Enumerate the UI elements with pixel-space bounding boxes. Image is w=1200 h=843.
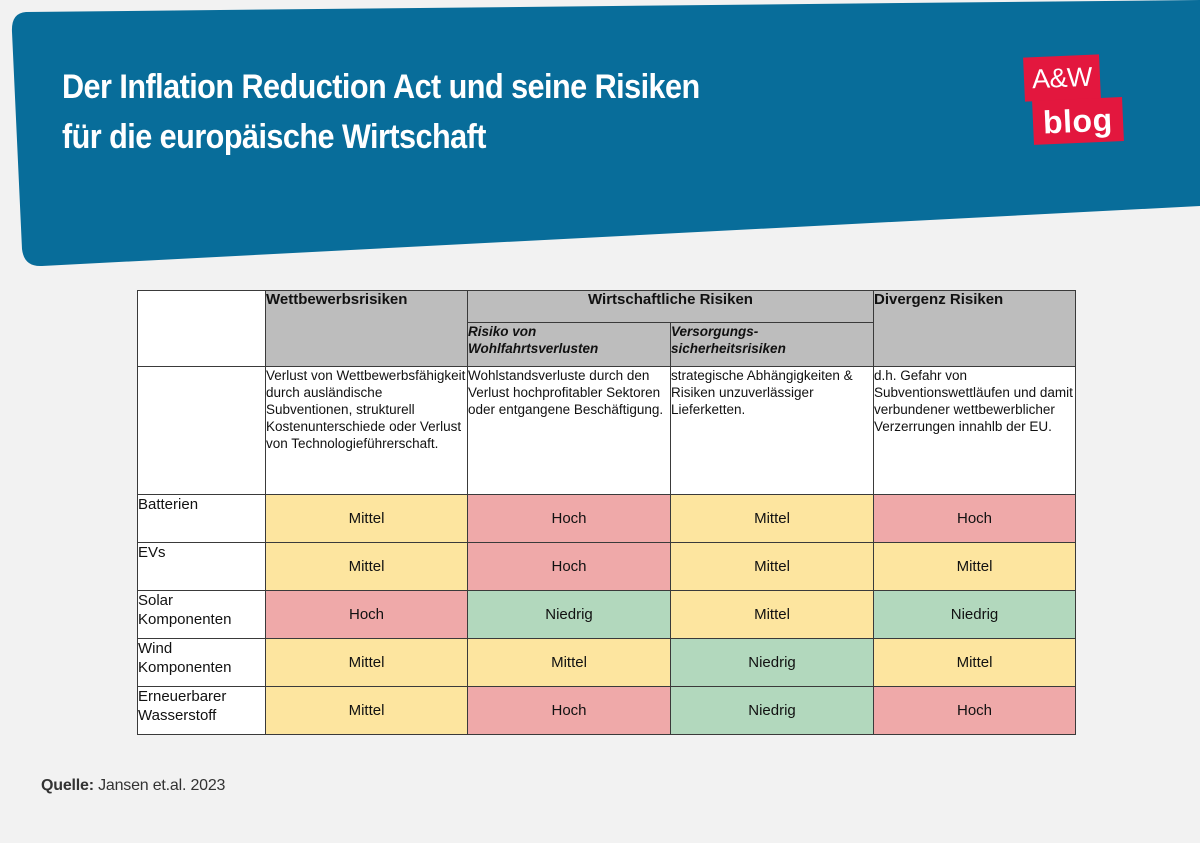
row-label: Erneuerbarer Wasserstoff [137, 686, 266, 735]
header-wettbewerbsrisiken: Wettbewerbsrisiken [265, 290, 468, 367]
risk-level-cell: Niedrig [467, 590, 671, 639]
row-label: EVs [137, 542, 266, 591]
aw-blog-logo[interactable]: A&W blog [1023, 54, 1134, 146]
risk-rows: Batterien Mittel Hoch Mittel Hoch EVs Mittel Ho… [137, 494, 1076, 735]
risk-level-cell: Mittel [873, 638, 1076, 687]
description-divergenz: d.h. Gefahr von Subventionswettläufen un… [873, 366, 1076, 495]
row-label: Batterien [137, 494, 266, 543]
description-row-label [137, 366, 266, 495]
header-wohlfahrtsverluste: Risiko von Wohlfahrtsverlusten [467, 322, 671, 367]
logo-aw-text: A&W [1023, 54, 1101, 102]
table-row: Wind Komponenten Mittel Mittel Niedrig Mitte… [137, 638, 1076, 687]
row-label: Wind Komponenten [137, 638, 266, 687]
risk-level-cell: Mittel [873, 542, 1076, 591]
table-row: Solar Komponenten Hoch Niedrig Mittel Niedri… [137, 590, 1076, 639]
header-wirtschaftliche-risiken: Wirtschaftliche Risiken [467, 290, 874, 323]
header-versorgungssicherheit: Versorgungs-sicherheitsrisiken [670, 322, 874, 367]
banner-shape [11, 0, 1200, 267]
risk-level-cell: Mittel [265, 542, 468, 591]
table-row: EVs Mittel Hoch Mittel Mittel [137, 542, 1076, 591]
risk-level-cell: Mittel [265, 638, 468, 687]
risk-table: Wettbewerbsrisiken Wirtschaftliche Risik… [137, 290, 1076, 735]
source-note: Quelle: Jansen et.al. 2023 [41, 777, 225, 795]
risk-level-cell: Hoch [873, 494, 1076, 543]
header-banner [0, 0, 1200, 270]
description-versorgung: strategische Abhängigkeiten & Risiken un… [670, 366, 874, 495]
table-row: Erneuerbarer Wasserstoff Mittel Hoch Niedri… [137, 686, 1076, 735]
title-line-2: für die europäische Wirtschaft [62, 118, 486, 156]
risk-level-cell: Niedrig [670, 638, 874, 687]
risk-level-cell: Hoch [873, 686, 1076, 735]
risk-level-cell: Mittel [670, 590, 874, 639]
table-row: Batterien Mittel Hoch Mittel Hoch [137, 494, 1076, 543]
description-wettbewerb: Verlust von Wettbewerbsfähigkeit durch a… [265, 366, 468, 495]
table-corner-cell [137, 290, 266, 367]
risk-level-cell: Niedrig [670, 686, 874, 735]
risk-level-cell: Mittel [265, 494, 468, 543]
row-label: Solar Komponenten [137, 590, 266, 639]
source-text: Jansen et.al. 2023 [98, 777, 226, 794]
risk-level-cell: Hoch [265, 590, 468, 639]
title-line-1: Der Inflation Reduction Act und seine Ri… [62, 68, 700, 106]
risk-level-cell: Mittel [670, 542, 874, 591]
logo-blog-text: blog [1032, 97, 1124, 145]
risk-level-cell: Mittel [265, 686, 468, 735]
source-label: Quelle: [41, 777, 94, 794]
risk-level-cell: Mittel [670, 494, 874, 543]
risk-level-cell: Mittel [467, 638, 671, 687]
risk-level-cell: Niedrig [873, 590, 1076, 639]
description-wohlfahrt: Wohlstandsverluste durch den Verlust hoc… [467, 366, 671, 495]
risk-level-cell: Hoch [467, 686, 671, 735]
risk-level-cell: Hoch [467, 542, 671, 591]
page-title: Der Inflation Reduction Act und seine Ri… [62, 62, 700, 162]
header-divergenz-risiken: Divergenz Risiken [873, 290, 1076, 367]
risk-level-cell: Hoch [467, 494, 671, 543]
